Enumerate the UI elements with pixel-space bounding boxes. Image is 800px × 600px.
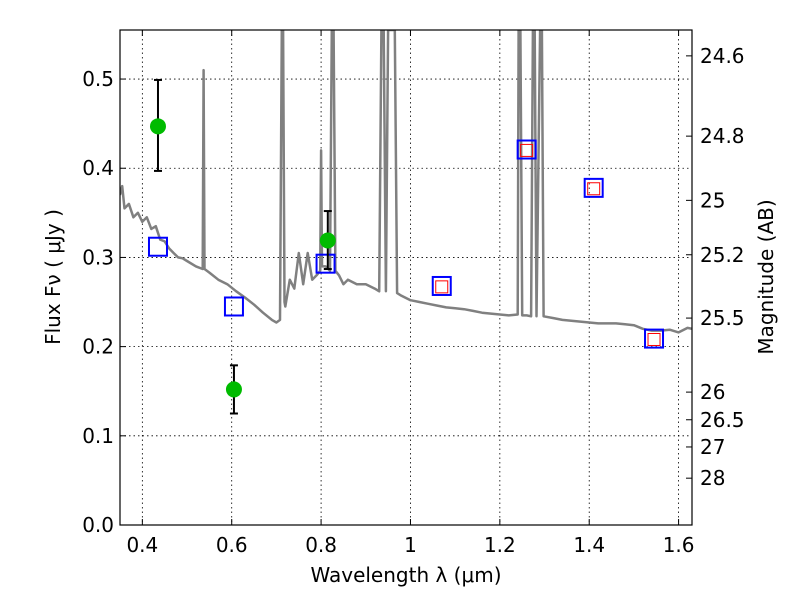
right-tick-label: 25.2 bbox=[700, 243, 745, 267]
right-tick-label: 25 bbox=[700, 188, 725, 212]
right-tick-label: 26 bbox=[700, 380, 725, 404]
observed-point bbox=[149, 118, 166, 135]
model-point-red bbox=[435, 280, 449, 294]
model-point-blue bbox=[223, 296, 244, 317]
tick-layer: 0.4 0.6 0.8 1 1.2 1.4 1.6 0.0 0.1 0.2 0.3 0.4 0.5 28 2… bbox=[82, 30, 745, 557]
model-point-blue bbox=[431, 275, 452, 296]
right-tick-label: 24.8 bbox=[700, 124, 745, 148]
x-tick-label: 0.8 bbox=[305, 533, 337, 557]
model-point-red bbox=[520, 143, 534, 157]
x-tick-label: 1.6 bbox=[663, 533, 695, 557]
model-point-blue bbox=[147, 236, 168, 257]
x-tick-label: 1.4 bbox=[573, 533, 605, 557]
x-tick-label: 1 bbox=[404, 533, 417, 557]
grid-lines bbox=[120, 30, 692, 525]
right-tick-label: 27 bbox=[700, 435, 725, 459]
observed-point bbox=[319, 232, 336, 249]
y-axis-label: Flux Fν ( μJy ) bbox=[41, 209, 65, 345]
model-point-blue bbox=[644, 328, 665, 349]
model-point-blue bbox=[583, 177, 604, 198]
y-tick-label: 0.3 bbox=[82, 245, 114, 269]
y-tick-label: 0.1 bbox=[82, 424, 114, 448]
right-tick-label: 24.6 bbox=[700, 44, 745, 68]
y-tick-label: 0.2 bbox=[82, 335, 114, 359]
x-tick-label: 0.6 bbox=[216, 533, 248, 557]
y-tick-label: 0.4 bbox=[82, 156, 114, 180]
y-tick-label: 0.0 bbox=[82, 513, 114, 537]
x-tick-label: 0.4 bbox=[126, 533, 158, 557]
model-point-red bbox=[587, 182, 601, 196]
right-axis-label: Magnitude (AB) bbox=[754, 199, 778, 354]
model-point-blue bbox=[315, 253, 336, 274]
right-tick-label: 25.5 bbox=[700, 306, 745, 330]
data-layer bbox=[120, 30, 692, 415]
model-point-red bbox=[647, 332, 661, 346]
spectrum-line bbox=[120, 30, 692, 334]
x-axis-label: Wavelength λ (μm) bbox=[310, 563, 501, 587]
observed-point bbox=[225, 381, 242, 398]
x-tick-label: 1.2 bbox=[484, 533, 516, 557]
y-tick-label: 0.5 bbox=[82, 67, 114, 91]
right-tick-label: 26.5 bbox=[700, 408, 745, 432]
right-tick-label: 28 bbox=[700, 466, 725, 490]
model-point-blue bbox=[516, 139, 537, 160]
plot-frame bbox=[119, 29, 693, 526]
